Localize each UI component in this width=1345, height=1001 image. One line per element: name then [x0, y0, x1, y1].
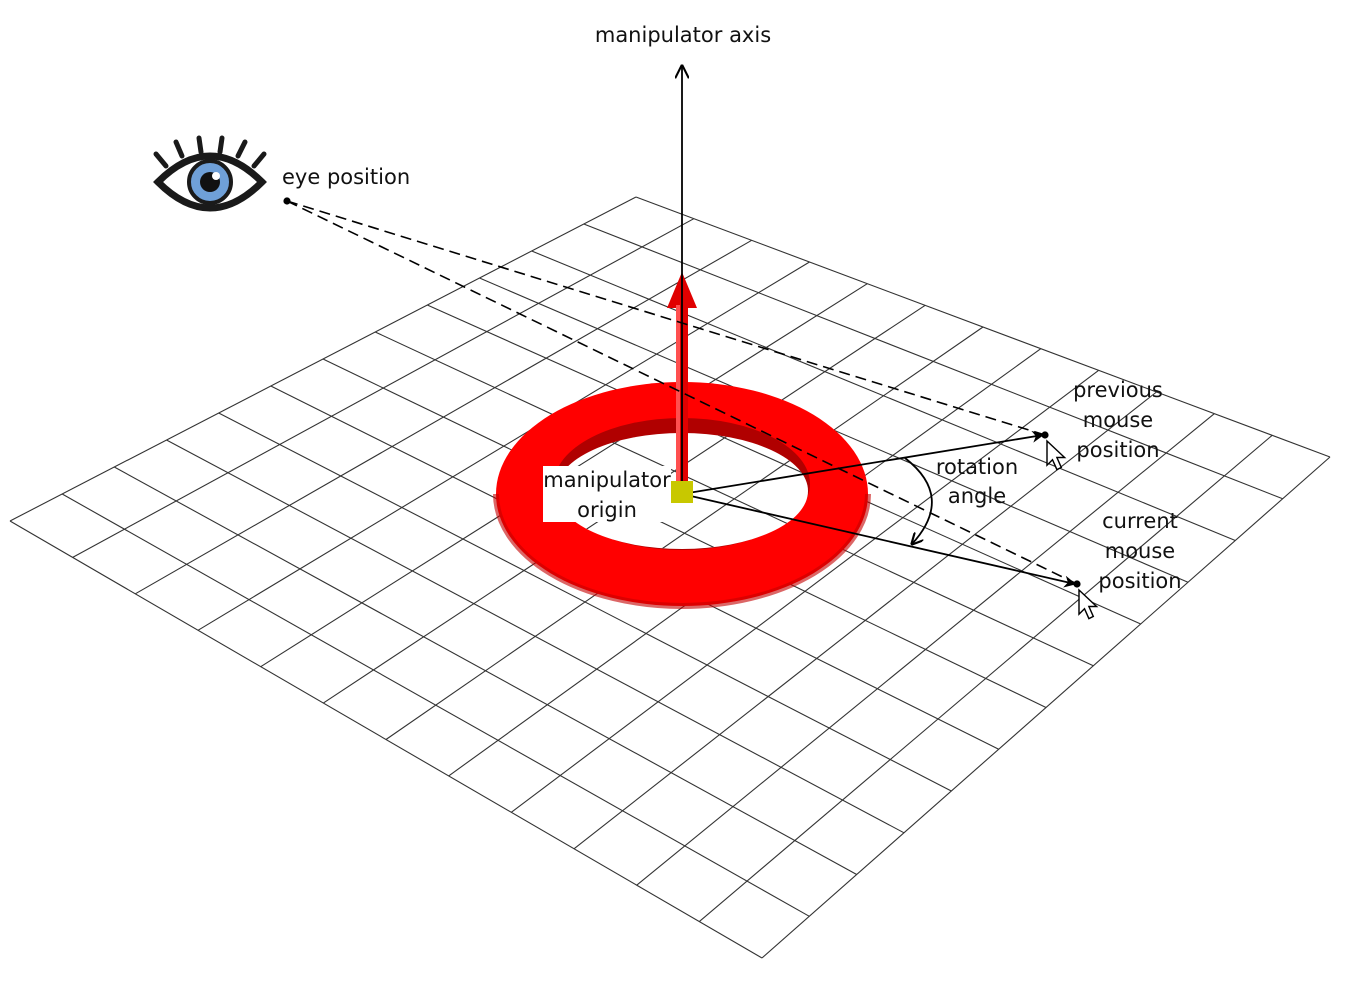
grid-line	[761, 456, 1331, 959]
current-mouse-position-label-line3: position	[1098, 569, 1181, 593]
grid-line	[556, 433, 808, 549]
grid-line	[698, 434, 1273, 923]
eye-ray-current	[286, 200, 1078, 585]
grid-line	[636, 413, 1215, 886]
grid-line	[556, 433, 808, 549]
manipulator-origin-label-line2: origin	[577, 498, 637, 522]
current-mouse-vector	[681, 493, 1077, 588]
mouse-cursor-icon	[1046, 439, 1067, 471]
rotation-angle-label-line2: angle	[948, 484, 1006, 508]
origin-label-background	[543, 466, 671, 522]
grid-line	[556, 433, 808, 549]
grid-line	[583, 223, 1283, 500]
eye-icon	[153, 135, 267, 212]
eye-ray-previous	[286, 200, 1046, 436]
previous-mouse-point	[1041, 431, 1049, 439]
previous-mouse-vector	[681, 430, 1045, 495]
eye-position-label: eye position	[282, 165, 410, 189]
current-mouse-point	[1073, 580, 1081, 588]
eye-ray-lines	[286, 200, 1078, 585]
origin-marker[interactable]	[671, 481, 693, 503]
current-mouse-position-label-line1: current	[1102, 509, 1178, 533]
manipulator-axis-label: manipulator axis	[595, 23, 771, 47]
manipulator-origin-label-line1: manipulator	[543, 468, 671, 492]
previous-mouse-position-label-line3: position	[1076, 438, 1159, 462]
current-mouse-position-label-line2: mouse	[1105, 539, 1175, 563]
eye-position-point	[283, 197, 291, 205]
rotation-angle-label-line1: rotation	[936, 455, 1018, 479]
grid-line	[635, 196, 1331, 458]
previous-mouse-position-label-line1: previous	[1073, 378, 1163, 402]
previous-mouse-position-label-line2: mouse	[1083, 408, 1153, 432]
rotation-angle-arc	[904, 457, 933, 544]
mouse-cursor-icon	[1078, 588, 1099, 620]
